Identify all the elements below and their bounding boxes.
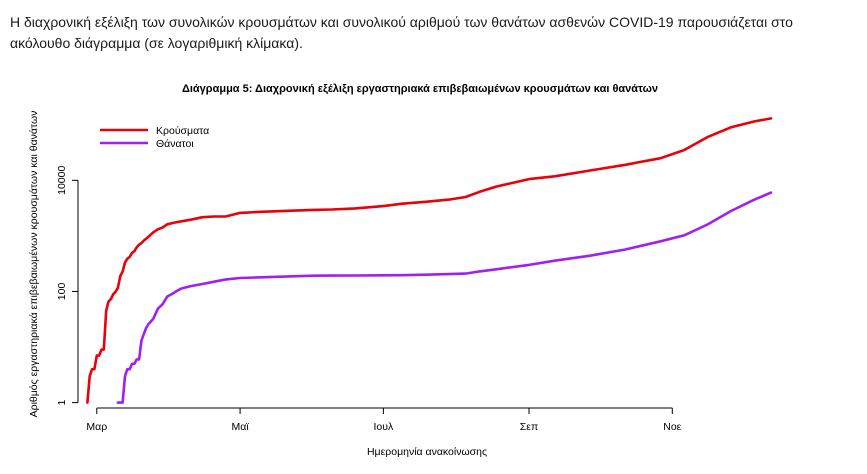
y-tick-label: 100 bbox=[56, 283, 68, 301]
legend-label-cases: Κρούσματα bbox=[156, 125, 209, 137]
x-tick-label: Ιουλ bbox=[373, 421, 393, 433]
intro-paragraph: Η διαχρονική εξέλιξη των συνολικών κρουσ… bbox=[10, 14, 793, 51]
chart-axes: Μαρ Μαϊ Ιουλ Σεπ Νοε 1 100 10000 bbox=[56, 166, 682, 433]
y-axis-label: Αριθμός εργαστηριακά επιβεβαιωμένων κρου… bbox=[28, 111, 40, 418]
chart-title: Διάγραμμα 5: Διαχρονική εξέλιξη εργαστηρ… bbox=[182, 83, 658, 95]
x-tick-label: Νοε bbox=[663, 421, 681, 433]
y-tick-label: 1 bbox=[56, 400, 68, 406]
legend-label-deaths: Θάνατοι bbox=[156, 138, 194, 150]
x-tick-label: Μαρ bbox=[86, 421, 107, 433]
series-line-deaths bbox=[116, 191, 773, 404]
series-line-cases bbox=[86, 117, 773, 404]
chart-series bbox=[86, 117, 773, 404]
x-axis-label: Ημερομηνία ανακοίνωσης bbox=[367, 446, 487, 458]
x-tick-label: Μαϊ bbox=[232, 421, 250, 433]
y-tick-label: 10000 bbox=[56, 166, 68, 195]
x-tick-label: Σεπ bbox=[520, 421, 538, 433]
